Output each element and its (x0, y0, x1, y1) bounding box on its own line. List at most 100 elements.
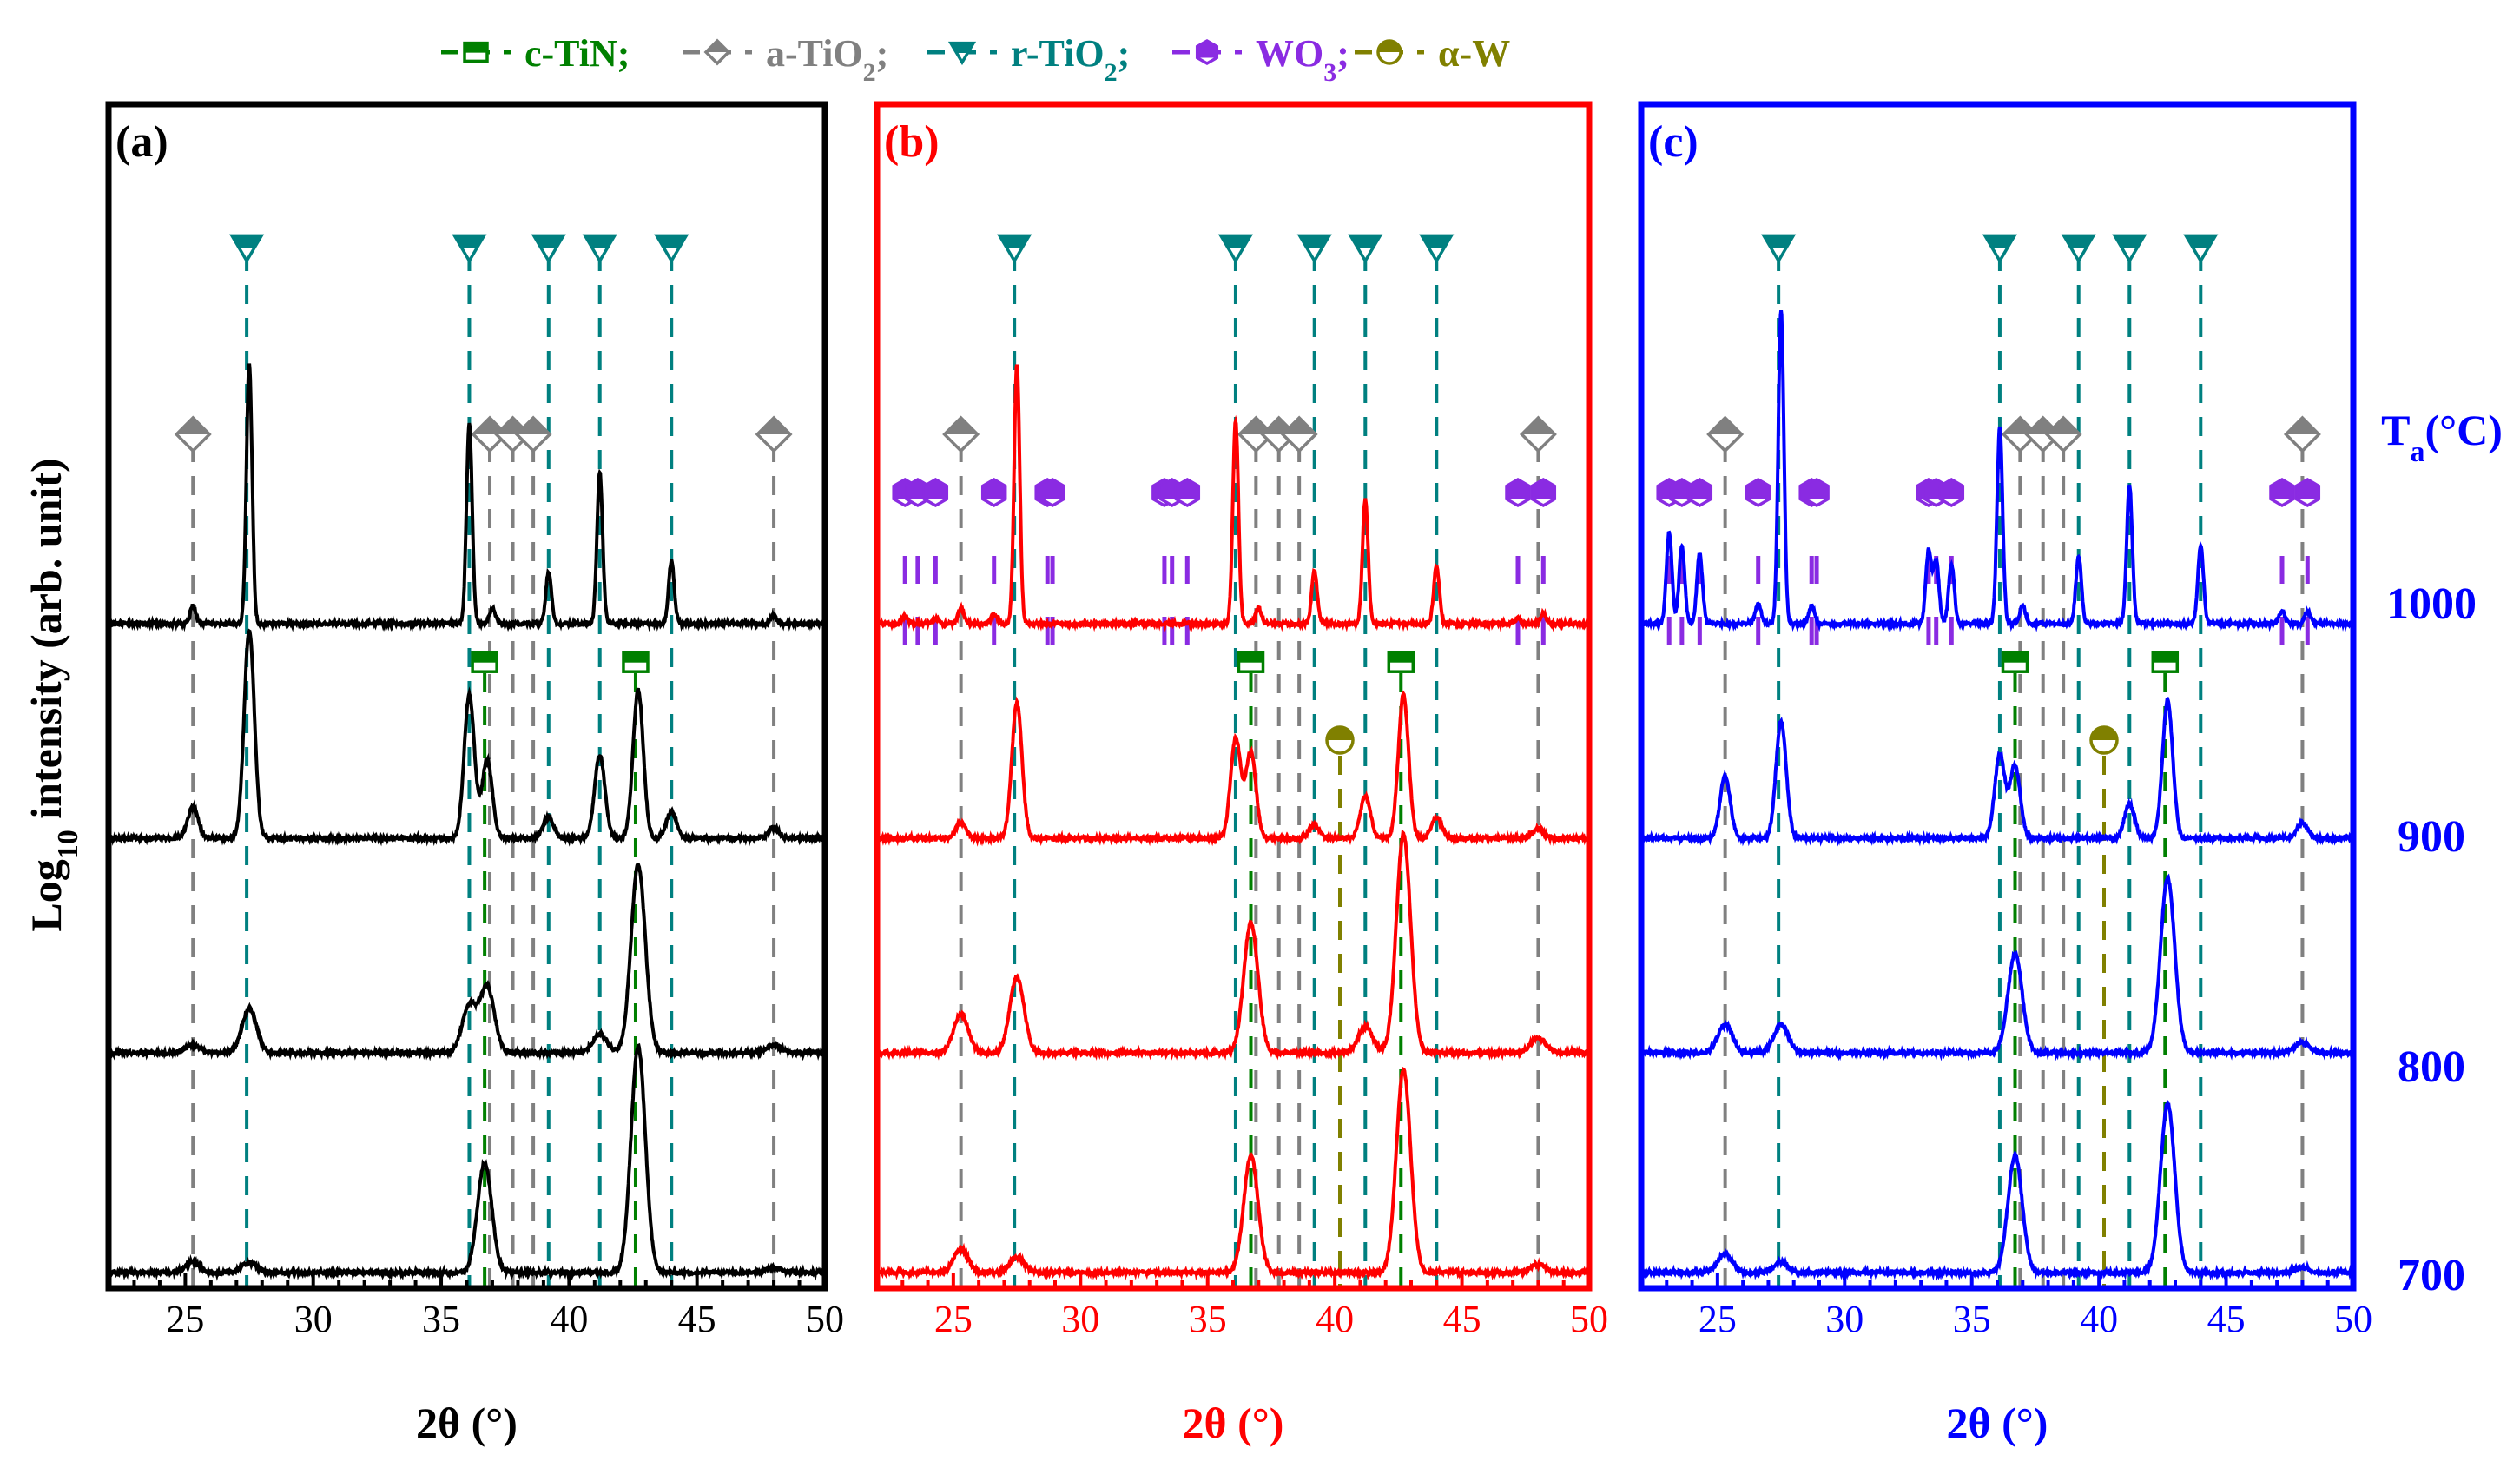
down-triangle-fill (584, 235, 617, 248)
hexagon-fill (2296, 479, 2319, 499)
diamond-fill (517, 418, 551, 434)
half-square-fill (1389, 651, 1414, 663)
temperature-label: 700 (2398, 1251, 2465, 1300)
down-triangle-fill (1219, 235, 1252, 248)
y-axis-title: Log10 intensity (arb. unit) (22, 458, 84, 931)
x-tick-label: 50 (806, 1298, 844, 1340)
spectrum-800 (875, 829, 1591, 1061)
hexagon-fill (924, 479, 947, 499)
legend-label: α-W (1438, 32, 1510, 75)
legend-item-rtio2: r-TiO2; (927, 32, 1130, 87)
reference-lines (191, 252, 776, 1288)
half-square-fill (472, 651, 498, 663)
spectrum-900 (1639, 696, 2355, 847)
panel-frame (874, 101, 1593, 1292)
down-triangle-fill (2113, 235, 2146, 248)
x-tick-label: 35 (1189, 1298, 1227, 1340)
down-triangle-fill (655, 235, 688, 248)
spectrum-700 (107, 1043, 827, 1281)
x-tick-label: 25 (934, 1298, 973, 1340)
spectrum-900 (875, 690, 1591, 847)
hexagon-fill (2270, 479, 2294, 499)
half-circle-fill (1378, 41, 1401, 52)
hexagon-fill (1746, 479, 1770, 499)
diamond-fill (2003, 418, 2037, 434)
reference-markers (174, 234, 793, 673)
diamond-fill (757, 418, 791, 434)
x-tick-label: 50 (2334, 1298, 2372, 1340)
diamond-fill (1521, 418, 1555, 434)
hexagon-fill (1176, 479, 1199, 499)
hexagon-fill (1532, 479, 1555, 499)
legend-label: WO3; (1256, 32, 1349, 87)
half-circle-fill (1327, 727, 1353, 740)
temperature-label: 900 (2398, 812, 2465, 862)
spectrum-1000 (876, 364, 1591, 632)
spectrum-800 (107, 863, 827, 1061)
diamond-fill (1283, 418, 1316, 434)
hexagon-fill (1805, 479, 1829, 499)
down-triangle-fill (1983, 235, 2016, 248)
spectrum-700 (1639, 1099, 2355, 1281)
reference-lines (902, 252, 1546, 1288)
diamond-fill (473, 418, 507, 434)
panel-c: (c) 25 30 35 40 45 50 2θ (°) (1638, 101, 2372, 1447)
diamond-fill (2047, 418, 2081, 434)
down-triangle-fill (230, 235, 263, 248)
x-tick-label: 30 (294, 1298, 333, 1340)
diamond-fill (1239, 418, 1273, 434)
panel-a: (a) 25 30 35 40 45 50 2θ (°) (105, 101, 844, 1447)
down-triangle-fill (949, 42, 975, 53)
x-tick-label: 40 (2080, 1298, 2118, 1340)
half-square-fill (2002, 651, 2028, 663)
panel-label: (a) (115, 117, 168, 167)
x-ticks: 25 30 35 40 45 50 (900, 1273, 1608, 1340)
diamond-fill (706, 41, 729, 52)
spectrum-1000 (107, 363, 827, 632)
x-axis-title: 2θ (°) (1183, 1399, 1284, 1447)
half-square-fill (1238, 651, 1263, 663)
x-tick-label: 25 (166, 1298, 204, 1340)
x-axis-title: 2θ (°) (416, 1399, 518, 1447)
legend-item-ctin: c-TiN; (441, 32, 630, 75)
diamond-fill (2286, 418, 2319, 434)
temperature-axis: Log10 intensity (arb. unit) Ta(°C) 1000 900… (22, 406, 2503, 1300)
legend-label: a-TiO2; (766, 32, 888, 87)
half-square-fill (2153, 651, 2178, 663)
spectrum-1000 (1639, 309, 2355, 632)
down-triangle-fill (452, 235, 486, 248)
x-tick-label: 35 (1953, 1298, 1991, 1340)
panel-frame (105, 101, 828, 1292)
legend-label: r-TiO2; (1011, 32, 1130, 87)
hexagon-fill (1940, 479, 1963, 499)
temperature-axis-title: Ta(°C) (2381, 406, 2503, 468)
temperature-label: 800 (2398, 1042, 2465, 1092)
spectra (107, 363, 827, 1281)
down-triangle-fill (1349, 235, 1382, 248)
diamond-fill (944, 418, 978, 434)
diamond-fill (176, 418, 210, 434)
legend: c-TiN; a-TiO2; r-TiO2; WO3; α-W (441, 32, 1510, 87)
hexagon-fill (982, 479, 1006, 499)
spectra (875, 364, 1591, 1281)
reference-markers (892, 234, 1557, 755)
legend-item-atio2: a-TiO2; (683, 32, 888, 87)
x-tick-label: 35 (422, 1298, 460, 1340)
legend-item-alphaw: α-W (1355, 32, 1510, 75)
reference-lines (1666, 252, 2310, 1288)
half-square-fill (623, 651, 648, 663)
x-tick-label: 40 (1316, 1298, 1354, 1340)
down-triangle-fill (998, 235, 1031, 248)
legend-item-wo3: WO3; (1172, 32, 1349, 87)
x-tick-label: 30 (1061, 1298, 1099, 1340)
panels: (a) 25 30 35 40 45 50 2θ (°) (b) 25 30 35 40 45 50 2θ (… (105, 101, 2372, 1447)
hexagon-fill (1041, 479, 1065, 499)
legend-label: c-TiN; (524, 32, 630, 75)
half-square-fill (465, 43, 487, 53)
x-tick-label: 40 (550, 1298, 588, 1340)
x-ticks: 25 30 35 40 45 50 (1665, 1273, 2372, 1340)
hexagon-fill (1197, 41, 1217, 58)
down-triangle-fill (1762, 235, 1795, 248)
x-tick-label: 45 (678, 1298, 716, 1340)
